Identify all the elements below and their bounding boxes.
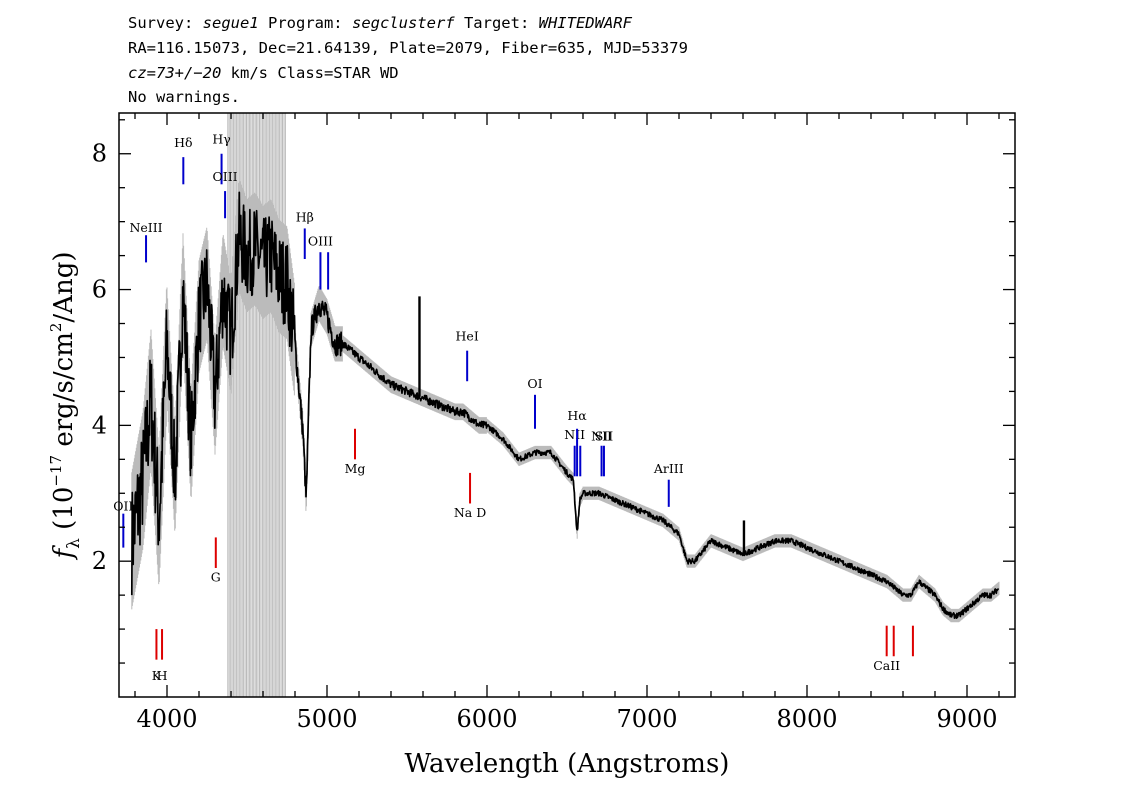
- line-label: Hδ: [174, 135, 192, 150]
- header-line-4: No warnings.: [128, 88, 240, 106]
- line-label: OIII: [213, 169, 238, 184]
- flux-line: [130, 191, 1000, 620]
- x-tick-label: 8000: [776, 705, 837, 733]
- x-tick-label: 4000: [136, 705, 197, 733]
- x-axis-label: Wavelength (Angstroms): [405, 749, 730, 779]
- line-label: SII: [595, 428, 614, 443]
- header-line-2: RA=116.15073, Dec=21.64139, Plate=2079, …: [128, 39, 688, 57]
- line-label: G: [211, 570, 221, 585]
- line-label: Na D: [454, 505, 486, 520]
- line-label: HeI: [456, 328, 479, 343]
- y-axis-label: fλ (10−17 erg/s/cm2/Ang): [47, 252, 84, 561]
- header-line-3: cz=73+/−20 km/s Class=STAR WD: [128, 64, 399, 82]
- line-label: NII: [591, 428, 612, 443]
- flux-layer: [130, 191, 1000, 620]
- line-label: NeIII: [129, 220, 162, 235]
- line-label: OIII: [308, 233, 333, 248]
- x-tick-label: 7000: [616, 705, 677, 733]
- header-line-1: Survey: segue1 Program: segclusterf Targ…: [128, 14, 633, 32]
- x-tick-label: 6000: [456, 705, 517, 733]
- flux-error-band: [131, 113, 1000, 697]
- x-tick-label: 5000: [296, 705, 357, 733]
- line-label: NII: [564, 427, 585, 442]
- line-label: Hγ: [212, 132, 230, 147]
- line-label: Hβ: [296, 210, 314, 225]
- y-tick-label: 6: [92, 276, 107, 304]
- line-label: CaII: [873, 658, 900, 673]
- y-tick-label: 2: [92, 547, 107, 575]
- line-label: Hα: [567, 408, 587, 423]
- x-tick-label: 9000: [936, 705, 997, 733]
- line-label: K: [152, 668, 162, 683]
- line-label: Mg: [345, 461, 366, 476]
- line-label: ArIII: [653, 461, 684, 476]
- line-label: H: [157, 668, 168, 683]
- line-label: OII: [113, 498, 133, 513]
- y-tick-label: 4: [92, 411, 107, 439]
- header: Survey: segue1 Program: segclusterf Targ…: [128, 14, 688, 106]
- axis-ticks: 4000 5000 6000 7000 8000 9000 2 4 6 8: [92, 113, 1015, 733]
- y-tick-label: 8: [92, 140, 107, 168]
- plot-frame: [118, 112, 1016, 698]
- error-band: [131, 113, 1000, 697]
- line-label: OI: [527, 376, 542, 391]
